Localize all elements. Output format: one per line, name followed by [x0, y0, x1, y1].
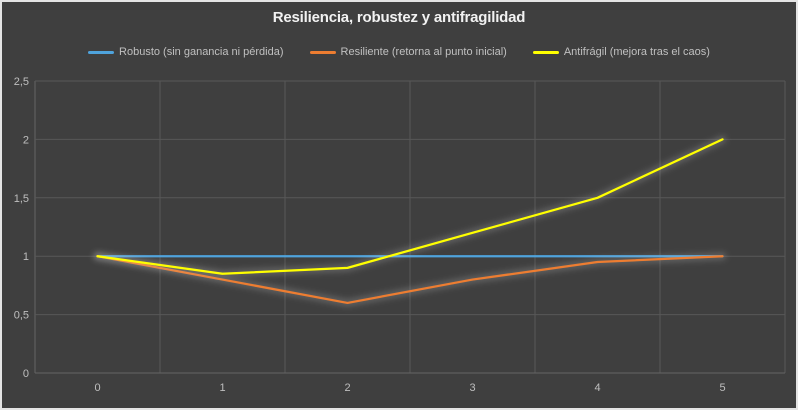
- legend-label-antifragil: Antifrágil (mejora tras el caos): [563, 46, 710, 58]
- series-line-1: [96, 255, 724, 305]
- x-tick-label: 1: [219, 382, 225, 394]
- legend-item-antifragil: Antifrágil (mejora tras el caos): [532, 46, 710, 58]
- y-tick-label: 0: [23, 368, 29, 380]
- series-lines: [93, 135, 727, 307]
- x-tick-label: 3: [469, 382, 475, 394]
- axis-labels: 0 0,5 1 1,5 2 2,5 0 1 2 3 4 5: [14, 76, 726, 394]
- y-tick-label: 2: [23, 134, 29, 146]
- chart-legend: Robusto (sin ganancia ni pérdida) Resilie…: [0, 46, 798, 58]
- legend-swatch-antifragil: [532, 50, 559, 54]
- y-tick-label: 0,5: [14, 310, 29, 322]
- x-tick-label: 0: [94, 382, 100, 394]
- legend-swatch-resiliente: [309, 50, 336, 54]
- legend-swatch-robusto: [88, 50, 115, 54]
- series-line-2: [96, 138, 724, 275]
- y-tick-label: 1: [23, 251, 29, 263]
- y-tick-label: 1,5: [14, 193, 29, 205]
- x-tick-label: 2: [344, 382, 350, 394]
- legend-item-robusto: Robusto (sin ganancia ni pérdida): [88, 46, 284, 58]
- x-tick-label: 5: [719, 382, 725, 394]
- legend-label-robusto: Robusto (sin ganancia ni pérdida): [119, 46, 284, 58]
- chart-title: Resiliencia, robustez y antifragilidad: [272, 9, 526, 26]
- legend-label-resiliente: Resiliente (retorna al punto inicial): [340, 46, 507, 58]
- x-tick-label: 4: [594, 382, 600, 394]
- gridlines: [34, 80, 786, 374]
- y-tick-label: 2,5: [14, 76, 29, 88]
- legend-item-resiliente: Resiliente (retorna al punto inicial): [309, 46, 507, 58]
